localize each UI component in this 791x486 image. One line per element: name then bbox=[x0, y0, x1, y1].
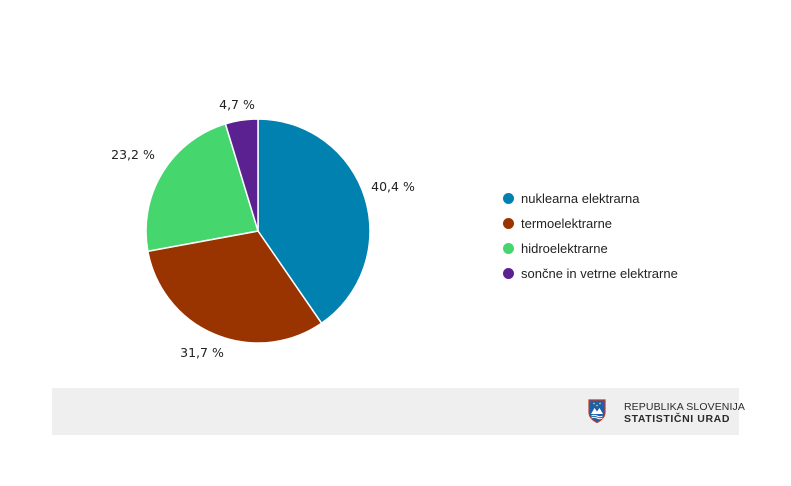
footer-bar bbox=[52, 388, 739, 435]
org-name-line1: REPUBLIKA SLOVENIJA bbox=[624, 401, 745, 413]
legend-item-soncne-vetrne[interactable]: sončne in vetrne elektrarne bbox=[503, 261, 678, 286]
pie-slices bbox=[145, 118, 371, 344]
legend-marker-soncne-vetrne bbox=[503, 268, 514, 279]
legend-item-nuklearna[interactable]: nuklearna elektrarna bbox=[503, 186, 678, 211]
legend-label-soncne-vetrne: sončne in vetrne elektrarne bbox=[521, 266, 678, 281]
slice-data-label-2: 23,2 % bbox=[111, 147, 155, 162]
legend-label-hidro: hidroelektrarne bbox=[521, 241, 608, 256]
legend-item-termo[interactable]: termoelektrarne bbox=[503, 211, 678, 236]
chart-legend: nuklearna elektrarna termoelektrarne hid… bbox=[503, 186, 678, 286]
legend-marker-hidro bbox=[503, 243, 514, 254]
legend-marker-nuklearna bbox=[503, 193, 514, 204]
legend-label-nuklearna: nuklearna elektrarna bbox=[521, 191, 640, 206]
pie-slice-1[interactable] bbox=[146, 230, 323, 344]
slovenia-coat-of-arms-icon bbox=[588, 399, 606, 423]
slice-data-label-1: 31,7 % bbox=[180, 345, 224, 360]
pie-slice-2[interactable] bbox=[145, 122, 259, 253]
legend-marker-termo bbox=[503, 218, 514, 229]
org-name-line2: STATISTIČNI URAD bbox=[624, 413, 731, 425]
legend-item-hidro[interactable]: hidroelektrarne bbox=[503, 236, 678, 261]
legend-label-termo: termoelektrarne bbox=[521, 216, 613, 231]
slice-data-label-3: 4,7 % bbox=[219, 97, 255, 112]
pie-slice-3[interactable] bbox=[224, 118, 259, 232]
pie-slice-0[interactable] bbox=[257, 118, 371, 325]
organization-name: REPUBLIKA SLOVENIJA STATISTIČNI URAD bbox=[624, 401, 745, 425]
pie-slice-labels: 40,4 % 31,7 % 23,2 % 4,7 % bbox=[111, 97, 415, 360]
slice-data-label-0: 40,4 % bbox=[371, 179, 415, 194]
